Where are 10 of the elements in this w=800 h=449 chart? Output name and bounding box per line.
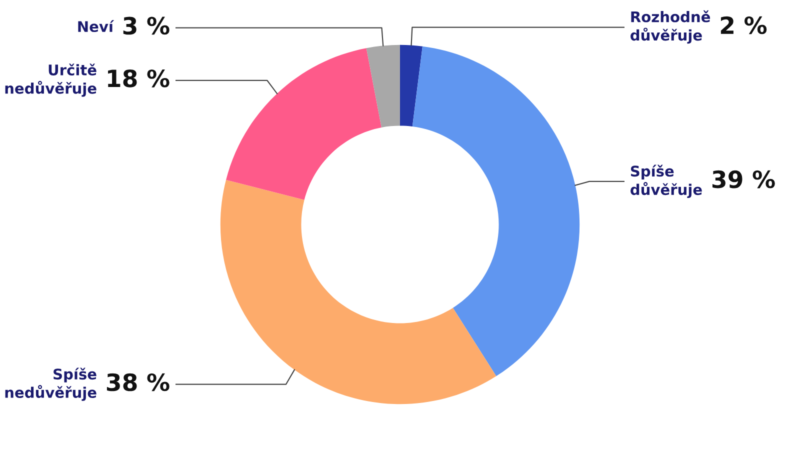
data-label: 39 %	[712, 170, 775, 188]
data-label: 18 %	[108, 69, 170, 88]
slice-label: Rozhodně důvěřuje	[630, 10, 710, 44]
slice-label: Neví	[78, 20, 114, 32]
data-label: 38 %	[106, 373, 170, 392]
data-label: 3 %	[123, 16, 170, 35]
slice-label: Spíše nedůvěřuje	[5, 368, 96, 401]
slice-label: Určitě nedůvěřuje	[5, 64, 96, 97]
slice-label: Spíše důvěřuje	[630, 164, 702, 198]
data-label: 2 %	[720, 16, 767, 34]
